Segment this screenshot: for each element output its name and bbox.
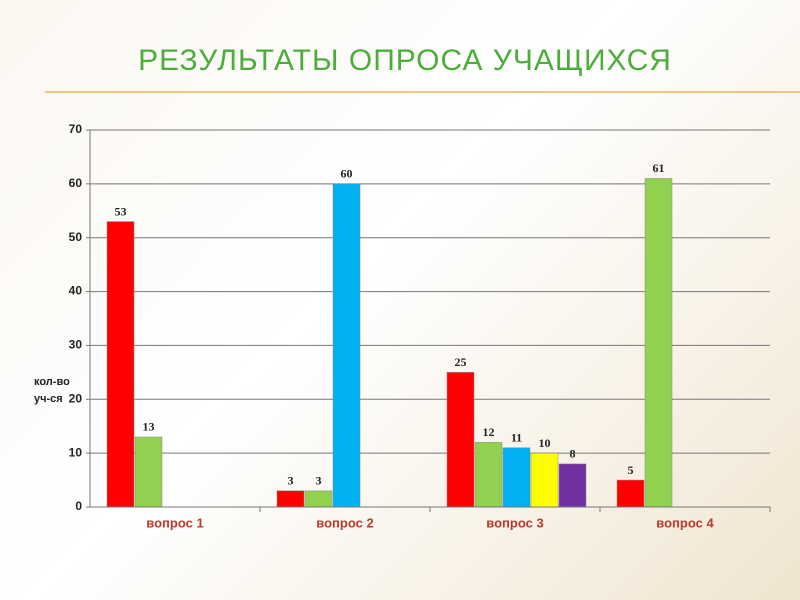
data-label: 3	[316, 474, 322, 488]
bar	[644, 178, 673, 508]
bar	[530, 452, 559, 508]
data-label: 12	[483, 425, 495, 439]
data-label: 11	[511, 431, 522, 445]
data-label: 61	[653, 161, 665, 175]
x-tick-label: вопрос 1	[146, 515, 203, 530]
data-label: 53	[115, 204, 127, 218]
y-axis-label: уч-ся	[34, 393, 63, 405]
x-tick-label: вопрос 4	[656, 515, 714, 530]
data-label: 8	[570, 447, 576, 461]
y-tick-label: 50	[69, 230, 83, 244]
x-tick-label: вопрос 2	[316, 515, 373, 530]
bar	[474, 442, 503, 508]
x-tick-label: вопрос 3	[486, 515, 543, 530]
y-tick-label: 20	[69, 391, 83, 405]
y-tick-label: 40	[69, 284, 83, 298]
bar	[276, 490, 305, 508]
y-tick-label: 70	[69, 122, 83, 136]
y-tick-label: 0	[75, 499, 82, 513]
bar	[134, 436, 163, 508]
y-tick-label: 60	[69, 176, 83, 190]
data-label: 3	[288, 474, 294, 488]
y-axis-label: кол-во	[34, 376, 70, 388]
data-label: 13	[143, 420, 155, 434]
bar	[616, 479, 645, 508]
bar	[558, 463, 587, 508]
data-label: 25	[455, 355, 467, 369]
data-label: 10	[539, 436, 551, 450]
chart-title: РЕЗУЛЬТАТЫ ОПРОСА УЧАЩИХСЯ	[138, 44, 672, 77]
y-tick-label: 30	[69, 338, 83, 352]
y-tick-label: 10	[69, 445, 83, 459]
data-label: 5	[628, 463, 634, 477]
bar	[502, 447, 531, 508]
bar	[106, 221, 135, 508]
data-label: 60	[341, 167, 353, 181]
bar	[304, 490, 333, 508]
bar	[332, 183, 361, 508]
bar	[446, 372, 475, 508]
